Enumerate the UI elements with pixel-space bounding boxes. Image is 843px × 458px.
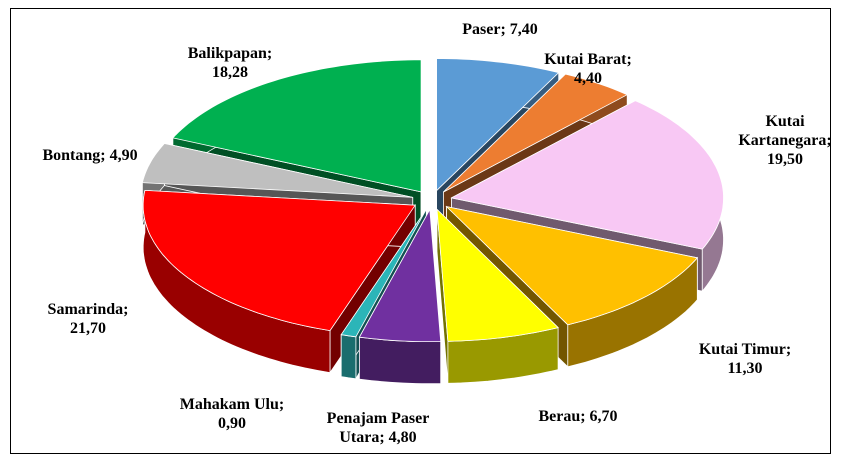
label-separator: ; bbox=[785, 341, 792, 358]
slice bbox=[436, 208, 559, 342]
slice-side bbox=[359, 336, 442, 384]
data-label: Bontang; 4,90 bbox=[15, 146, 165, 165]
data-label: Paser; 7,40 bbox=[415, 20, 585, 39]
label-separator: ; bbox=[379, 429, 385, 446]
label-separator: ; bbox=[626, 51, 632, 68]
label-name: Mahakam Ulu bbox=[179, 396, 279, 413]
data-label: Kutai Timur; 11,30 bbox=[680, 340, 810, 378]
slice bbox=[443, 73, 629, 193]
label-separator: ; bbox=[100, 147, 106, 164]
slice bbox=[436, 58, 560, 192]
label-separator: ; bbox=[266, 45, 273, 62]
slice bbox=[450, 100, 724, 250]
data-label: Balikpapan; 18,28 bbox=[170, 44, 290, 82]
label-name: Balikpapan bbox=[187, 45, 267, 62]
chart-frame bbox=[10, 8, 831, 454]
label-value: 7,40 bbox=[509, 21, 538, 38]
data-label: Samarinda; 21,70 bbox=[33, 300, 143, 338]
label-value: 18,28 bbox=[212, 64, 248, 81]
slice-side bbox=[340, 334, 357, 380]
label-name: Penajam Paser Utara bbox=[326, 410, 430, 446]
slice bbox=[141, 143, 413, 198]
data-label: Kutai Barat; 4,40 bbox=[533, 50, 643, 88]
label-value: 4,90 bbox=[109, 147, 138, 164]
label-name: Kutai Kartanegara bbox=[738, 113, 827, 149]
slice bbox=[445, 205, 699, 326]
data-label: Mahakam Ulu; 0,90 bbox=[167, 395, 297, 433]
label-value: 4,40 bbox=[574, 70, 602, 87]
label-name: Berau bbox=[538, 408, 581, 425]
slice bbox=[340, 209, 427, 338]
label-separator: ; bbox=[500, 21, 506, 38]
label-name: Bontang bbox=[42, 147, 101, 164]
data-label: Berau; 6,70 bbox=[513, 407, 643, 426]
slice bbox=[172, 59, 422, 193]
data-label: Penajam Paser Utara; 4,80 bbox=[303, 409, 453, 447]
label-name: Kutai Timur bbox=[698, 341, 786, 358]
label-value: 19,50 bbox=[767, 151, 803, 168]
label-separator: ; bbox=[826, 132, 832, 149]
label-value: 6,70 bbox=[589, 408, 618, 425]
label-value: 21,70 bbox=[70, 320, 106, 337]
data-label: Kutai Kartanegara; 19,50 bbox=[730, 112, 840, 169]
label-name: Kutai Barat bbox=[544, 51, 627, 68]
slice bbox=[142, 189, 416, 332]
label-name: Paser bbox=[462, 21, 501, 38]
label-separator: ; bbox=[580, 408, 586, 425]
label-value: 0,90 bbox=[218, 415, 246, 432]
label-name: Samarinda bbox=[47, 301, 124, 318]
slice bbox=[358, 208, 442, 342]
label-separator: ; bbox=[123, 301, 129, 318]
label-value: 11,30 bbox=[727, 360, 763, 377]
label-separator: ; bbox=[278, 396, 285, 413]
label-value: 4,80 bbox=[388, 429, 417, 446]
